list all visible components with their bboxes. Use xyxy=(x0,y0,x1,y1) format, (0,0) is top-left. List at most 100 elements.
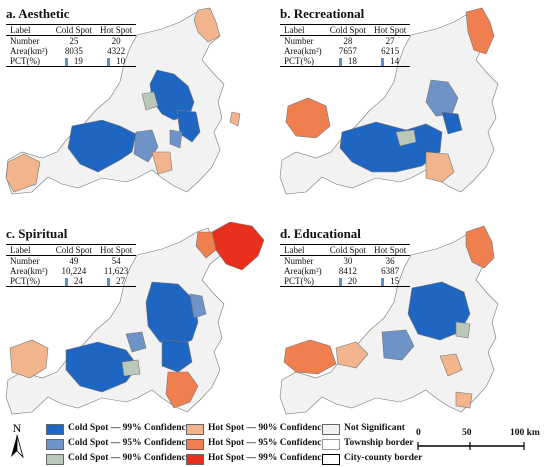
row-label: Area(km²) xyxy=(10,266,48,276)
map-panel-recreational: b. Recreational Label Cold Spot Hot Spot N… xyxy=(276,2,546,207)
map-aesthetic xyxy=(5,7,241,195)
row-label: PCT(%) xyxy=(280,276,326,287)
hot-90-west xyxy=(9,339,49,379)
map-educational xyxy=(279,225,499,415)
hdr-cold: Cold Spot xyxy=(325,244,370,256)
row-label: Area(km²) xyxy=(284,46,322,56)
pct-bar xyxy=(338,277,342,286)
pct-bar xyxy=(381,277,385,286)
cold-value: 10,224 xyxy=(61,266,87,276)
legend-swatch xyxy=(186,424,204,435)
pct-bar xyxy=(338,57,342,66)
row-label: PCT(%) xyxy=(6,276,52,287)
hot-95-west xyxy=(283,339,337,375)
pct-bar xyxy=(64,277,68,286)
legend-swatch xyxy=(186,454,204,465)
cold-90 xyxy=(395,129,417,147)
hot-90-south xyxy=(425,151,455,183)
legend-swatch xyxy=(322,439,340,450)
hot-value: 36 xyxy=(385,256,395,266)
hot-95-north xyxy=(195,231,217,259)
row-label: PCT(%) xyxy=(6,56,52,67)
hdr-label: Label xyxy=(280,244,326,256)
hot-value: 6215 xyxy=(381,46,400,56)
legend-label: Cold Spot — 90% Confidence xyxy=(68,453,190,463)
pct-bar xyxy=(381,57,385,66)
hot-value: 6387 xyxy=(381,266,400,276)
cold-99-east xyxy=(161,339,193,373)
legend-label: Hot Spot — 90% Confidence xyxy=(208,423,326,433)
hot-value: 4322 xyxy=(107,46,126,56)
cold-90 xyxy=(141,91,159,111)
hot-95-north xyxy=(465,225,495,269)
cold-value: 18 xyxy=(347,56,357,66)
map-panel-spiritual: c. Spiritual Label Cold Spot Hot Spot Numb… xyxy=(2,222,272,427)
hot-95-south xyxy=(165,371,199,409)
hot-90-west xyxy=(335,341,369,369)
hdr-label: Label xyxy=(6,24,52,36)
hot-value: 11,623 xyxy=(103,266,129,276)
stats-table: Label Cold Spot Hot Spot Number 30 36 Area(k… xyxy=(280,244,411,287)
hot-90-south xyxy=(455,391,473,409)
hot-95-north xyxy=(465,7,495,55)
cold-value: 49 xyxy=(69,256,79,266)
map-spiritual xyxy=(5,222,265,415)
legend-swatch xyxy=(322,424,340,435)
map-recreational xyxy=(279,7,499,195)
pct-bar xyxy=(64,57,68,66)
cold-value: 7657 xyxy=(338,46,357,56)
pct-bar xyxy=(107,277,111,286)
hot-value: 15 xyxy=(390,276,400,286)
cold-95 xyxy=(125,331,147,353)
cold-value: 20 xyxy=(347,276,357,286)
cold-95-east xyxy=(169,129,183,149)
hot-value: 10 xyxy=(116,56,126,66)
stats-table: Label Cold Spot Hot Spot Number 25 20 Area(k… xyxy=(6,24,137,67)
panel-title: a. Aesthetic xyxy=(6,6,70,21)
cold-99-east xyxy=(441,111,463,135)
cold-99-south xyxy=(67,119,137,173)
hdr-label: Label xyxy=(6,244,52,256)
row-label: Number xyxy=(284,256,314,266)
cold-value: 30 xyxy=(343,256,353,266)
hdr-hot: Hot Spot xyxy=(369,244,411,256)
scale-label: 0 xyxy=(416,428,421,438)
hot-value: 14 xyxy=(390,56,400,66)
row-label: Area(km²) xyxy=(284,266,322,276)
map-panel-aesthetic: a. Aesthetic Label Cold Spot Hot Spot Numb… xyxy=(2,2,272,207)
hot-90-south xyxy=(151,151,173,175)
legend-label: Cold Spot — 95% Confidence xyxy=(68,438,190,448)
stats-table: Label Cold Spot Hot Spot Number 28 27 Area(k… xyxy=(280,24,411,67)
legend-label: Not Significant xyxy=(344,423,405,433)
hdr-cold: Cold Spot xyxy=(325,24,370,36)
map-panel-educational: d. Educational Label Cold Spot Hot Spot Nu… xyxy=(276,222,546,427)
stats-table: Label Cold Spot Hot Spot Number 49 54 Area(k… xyxy=(6,244,137,287)
hot-90-north xyxy=(193,7,221,43)
row-label: PCT(%) xyxy=(280,56,326,67)
cold-value: 8035 xyxy=(64,46,83,56)
legend-label: Cold Spot — 99% Confidence xyxy=(68,423,190,433)
panel-title: d. Educational xyxy=(280,226,361,241)
row-label: Number xyxy=(10,36,40,46)
cold-value: 24 xyxy=(73,276,83,286)
scale-label: 50 xyxy=(462,428,472,438)
legend-swatch xyxy=(46,439,64,450)
legend-label: Hot Spot — 95% Confidence xyxy=(208,438,326,448)
cold-90 xyxy=(455,321,471,339)
pct-bar xyxy=(107,57,111,66)
panel-title: b. Recreational xyxy=(280,6,365,21)
hdr-hot: Hot Spot xyxy=(369,24,411,36)
legend-swatch xyxy=(322,454,340,465)
hdr-label: Label xyxy=(280,24,326,36)
north-label: N xyxy=(13,421,22,435)
legend-label: City-county border xyxy=(344,453,423,463)
hot-90-east xyxy=(439,353,463,377)
scale-line xyxy=(417,442,525,450)
legend-label: Township border xyxy=(344,438,414,448)
hdr-hot: Hot Spot xyxy=(95,24,137,36)
row-label: Number xyxy=(10,256,40,266)
cold-95-east xyxy=(189,293,207,319)
scale-label: 100 km xyxy=(510,428,540,438)
hdr-cold: Cold Spot xyxy=(51,24,96,36)
cold-99-south xyxy=(65,341,139,393)
